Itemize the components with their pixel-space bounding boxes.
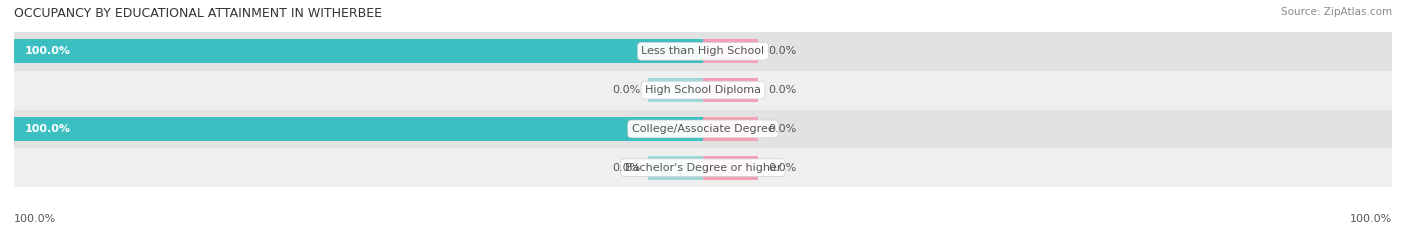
Bar (14, 148, 1392, 187)
Text: High School Diploma: High School Diploma (645, 85, 761, 95)
Text: 0.0%: 0.0% (769, 163, 797, 173)
Text: OCCUPANCY BY EDUCATIONAL ATTAINMENT IN WITHERBEE: OCCUPANCY BY EDUCATIONAL ATTAINMENT IN W… (14, 7, 382, 20)
Text: 100.0%: 100.0% (24, 46, 70, 56)
Text: 0.0%: 0.0% (769, 85, 797, 95)
Bar (14, 117, 703, 141)
Bar (703, 117, 758, 141)
Bar (648, 78, 703, 102)
Text: 100.0%: 100.0% (14, 214, 56, 224)
Bar (703, 156, 758, 180)
Text: 0.0%: 0.0% (769, 124, 797, 134)
Text: College/Associate Degree: College/Associate Degree (631, 124, 775, 134)
Bar (14, 32, 1392, 71)
Bar (14, 110, 1392, 148)
Bar (703, 78, 758, 102)
Text: Bachelor's Degree or higher: Bachelor's Degree or higher (624, 163, 782, 173)
Bar (14, 71, 1392, 110)
Text: 100.0%: 100.0% (1350, 214, 1392, 224)
Text: Less than High School: Less than High School (641, 46, 765, 56)
Text: 0.0%: 0.0% (613, 163, 641, 173)
Text: Source: ZipAtlas.com: Source: ZipAtlas.com (1281, 7, 1392, 17)
Text: 0.0%: 0.0% (769, 46, 797, 56)
Text: 0.0%: 0.0% (613, 85, 641, 95)
Bar (648, 156, 703, 180)
Bar (14, 39, 703, 63)
Bar (703, 39, 758, 63)
Text: 100.0%: 100.0% (24, 124, 70, 134)
